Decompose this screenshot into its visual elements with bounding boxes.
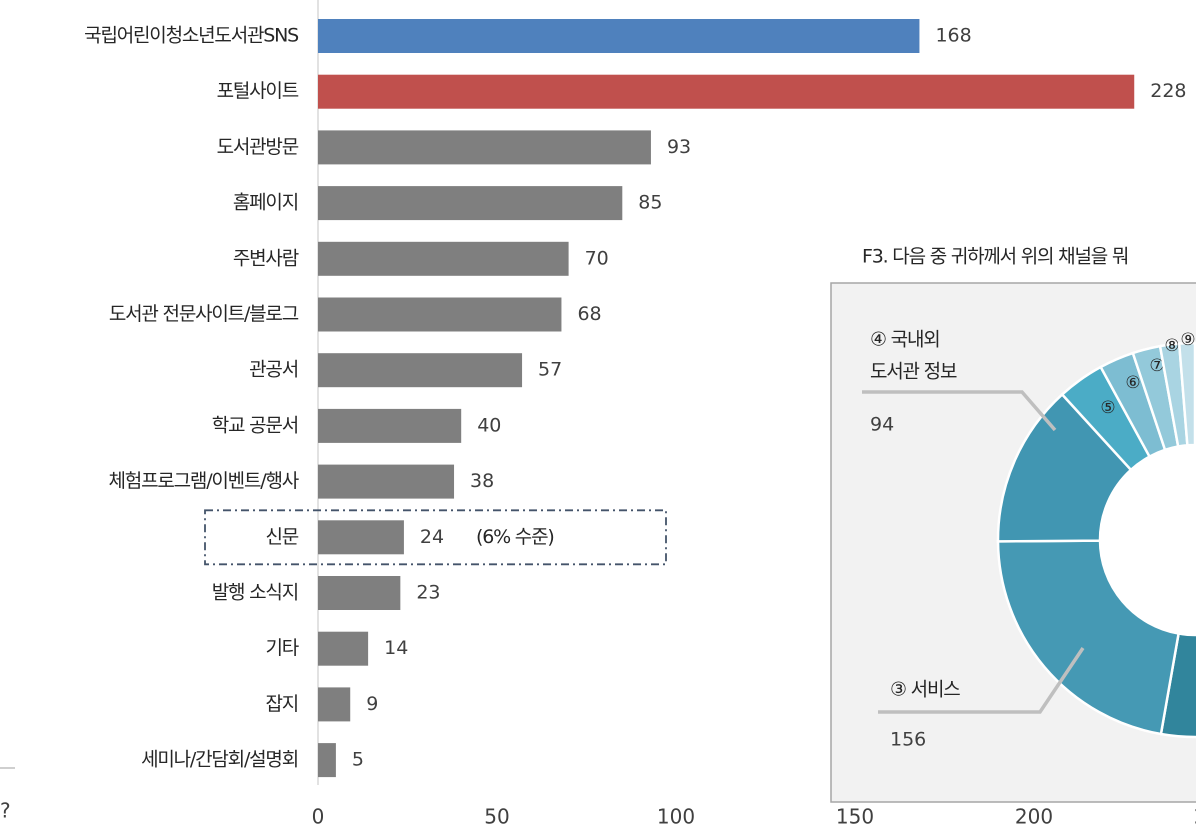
fragment-text: ? — [0, 799, 11, 823]
bar — [318, 241, 569, 276]
x-tick-label: 150 — [836, 805, 874, 829]
x-tick-label: 0 — [312, 805, 325, 829]
bar — [318, 520, 404, 555]
category-label: 관공서 — [249, 359, 298, 381]
category-label: 학교 공문서 — [212, 414, 298, 436]
bar — [318, 687, 351, 722]
bar — [318, 130, 651, 165]
bar — [318, 19, 920, 53]
bar — [318, 297, 562, 332]
value-label: 93 — [667, 136, 691, 158]
bar — [318, 576, 401, 610]
segment-label: ④ 국내외 — [870, 329, 940, 351]
category-label: 홈페이지 — [233, 192, 298, 214]
category-label: 잡지 — [265, 693, 298, 715]
donut-segment — [1159, 341, 1196, 739]
bar — [318, 743, 336, 778]
category-label: 국립어린이청소년도서관SNS — [84, 25, 298, 47]
segment-label: ⑦ — [1149, 356, 1164, 376]
bar — [318, 186, 623, 221]
value-label: 9 — [366, 693, 378, 715]
x-tick-label: 200 — [1015, 805, 1053, 829]
value-label: 40 — [477, 414, 501, 436]
segment-label: ⑤ — [1100, 398, 1115, 418]
value-label: 168 — [935, 25, 971, 47]
value-label: 14 — [384, 637, 408, 659]
value-label: 5 — [352, 749, 364, 771]
donut-segment — [996, 539, 1181, 736]
value-label: 68 — [577, 303, 601, 325]
category-label: 도서관방문 — [217, 136, 299, 158]
value-label: 57 — [538, 359, 562, 381]
segment-label: ③ 서비스 — [890, 679, 960, 701]
bar — [318, 464, 455, 499]
bar — [318, 353, 523, 388]
segment-label: ⑨ — [1180, 330, 1195, 350]
callout-line — [878, 647, 1085, 714]
annotation: (6% 수준) — [476, 526, 554, 548]
category-label: 신문 — [265, 526, 298, 548]
category-label: 세미나/간담회/설명회 — [141, 749, 298, 771]
donut-title: F3. 다음 중 귀하께서 위의 채널을 뭐 — [862, 246, 1128, 268]
highlight-box — [204, 509, 667, 566]
category-label: 기타 — [265, 637, 298, 659]
segment-label: 도서관 정보 — [870, 361, 957, 383]
x-tick-label: 50 — [484, 805, 509, 829]
bar — [318, 74, 1135, 109]
value-label: 24 — [420, 526, 444, 548]
category-label: 체험프로그램/이벤트/행사 — [109, 470, 299, 492]
segment-label: ⑥ — [1125, 373, 1140, 393]
segment-value: 94 — [870, 414, 894, 436]
x-tick-label: 100 — [657, 805, 695, 829]
value-label: 85 — [638, 192, 662, 214]
bar — [318, 408, 462, 443]
category-label: 포털사이트 — [217, 80, 299, 102]
category-label: 주변사람 — [233, 247, 299, 269]
segment-label: ⑧ — [1164, 336, 1179, 356]
value-label: 23 — [416, 582, 440, 604]
value-label: 38 — [470, 470, 494, 492]
x-tick-label: 250 — [1194, 805, 1196, 829]
bar — [318, 631, 369, 666]
callout-line — [862, 390, 1057, 432]
value-label: 228 — [1150, 80, 1186, 102]
donut-segment — [1177, 341, 1196, 447]
donut-hole — [1101, 446, 1196, 634]
donut-segment — [996, 392, 1133, 543]
category-label: 도서관 전문사이트/블로그 — [109, 303, 299, 325]
category-label: 발행 소식지 — [212, 582, 298, 604]
value-label: 70 — [585, 247, 609, 269]
segment-value: 156 — [890, 729, 926, 751]
